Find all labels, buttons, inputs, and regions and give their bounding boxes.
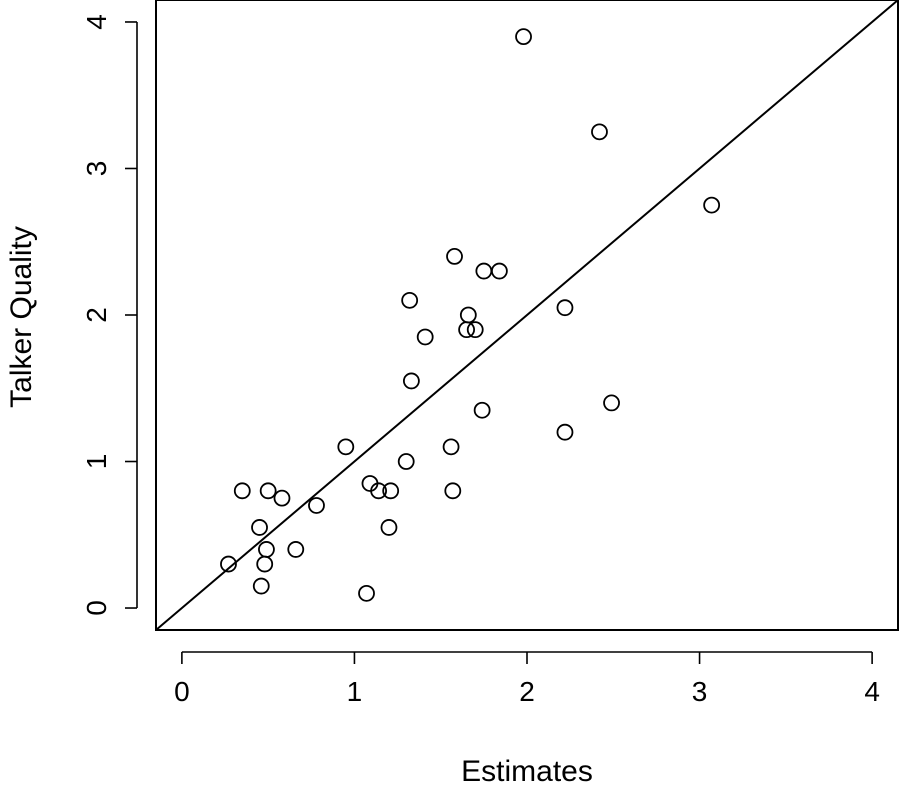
data-point-4 bbox=[446, 247, 463, 265]
x-tick-label: 4 bbox=[864, 676, 880, 707]
data-point-10 bbox=[458, 321, 476, 339]
data-point-12 bbox=[416, 328, 434, 346]
data-point-8 bbox=[556, 299, 574, 317]
y-tick-label: 2 bbox=[81, 307, 112, 323]
data-point-22 bbox=[259, 482, 277, 500]
data-point-16 bbox=[556, 423, 574, 441]
data-point-23 bbox=[370, 482, 388, 500]
data-point-15 bbox=[473, 401, 491, 419]
y-axis: 0 1 2 3 4 bbox=[81, 14, 138, 616]
data-point-7 bbox=[401, 291, 419, 309]
x-tick-label: 2 bbox=[519, 676, 535, 707]
data-point-5 bbox=[475, 262, 493, 280]
x-axis: 0 1 2 3 4 bbox=[174, 651, 880, 707]
y-tick-label: 3 bbox=[81, 161, 112, 177]
data-point-25 bbox=[444, 482, 462, 500]
data-point-11 bbox=[466, 321, 484, 339]
plot-frame bbox=[155, 0, 899, 631]
data-point-3 bbox=[703, 196, 721, 214]
data-point-34 bbox=[252, 577, 270, 595]
x-axis-title: Estimates bbox=[461, 755, 593, 788]
data-point-18 bbox=[442, 438, 460, 456]
identity-reference-line bbox=[155, 0, 899, 631]
data-point-30 bbox=[258, 541, 275, 558]
data-point-19 bbox=[397, 453, 415, 470]
data-point-33 bbox=[256, 555, 274, 573]
data-point-27 bbox=[308, 497, 325, 514]
data-point-17 bbox=[337, 438, 355, 456]
data-point-35 bbox=[358, 584, 375, 602]
x-tick-label: 1 bbox=[347, 676, 363, 707]
data-point-9 bbox=[459, 306, 477, 324]
data-point-21 bbox=[233, 482, 251, 500]
x-tick-label: 0 bbox=[174, 676, 190, 707]
y-tick-label: 0 bbox=[81, 600, 112, 616]
y-tick-label: 1 bbox=[81, 454, 112, 470]
data-point-32 bbox=[220, 555, 237, 573]
data-point-13 bbox=[402, 372, 420, 390]
data-point-31 bbox=[287, 541, 305, 558]
data-point-6 bbox=[490, 262, 508, 280]
y-axis-title: Talker Quality bbox=[5, 226, 38, 408]
data-point-2 bbox=[591, 123, 608, 141]
data-points bbox=[220, 28, 721, 602]
data-point-14 bbox=[603, 394, 620, 412]
y-tick-label: 4 bbox=[81, 14, 112, 30]
data-point-1 bbox=[515, 28, 532, 46]
data-point-29 bbox=[380, 519, 398, 536]
data-point-24 bbox=[382, 482, 400, 500]
x-tick-label: 3 bbox=[692, 676, 708, 707]
data-point-26 bbox=[273, 489, 291, 507]
data-point-28 bbox=[251, 519, 268, 536]
